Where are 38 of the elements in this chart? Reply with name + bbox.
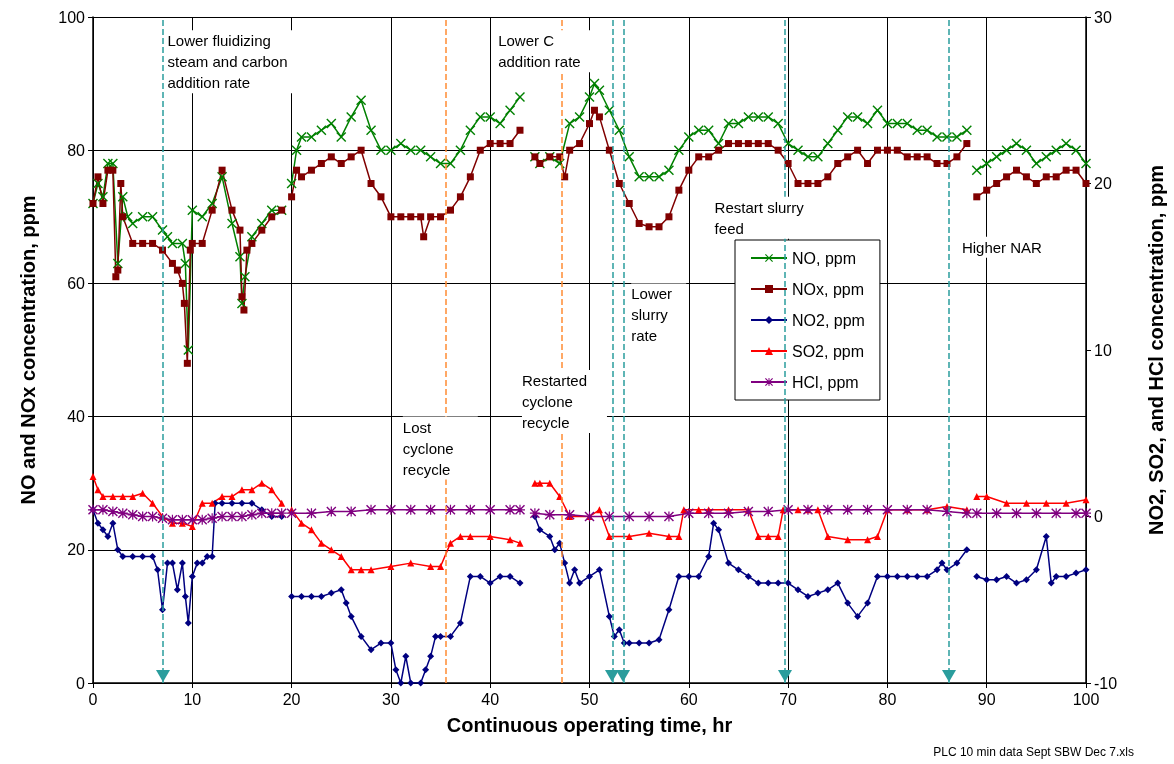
annotation: Lower slurry rate [631,285,677,345]
y-tick-label: 60 [67,274,86,292]
x-tick-label: 70 [779,690,798,708]
y-tick-label: 20 [67,541,86,559]
text: PLC 10 min data Sept SBW Dec 7.xls [933,745,1135,759]
y-tick-label: 80 [67,141,86,159]
annotation: Lower C addition rate [498,32,581,71]
x-tick-label: 0 [88,690,98,708]
annotation: Restarted cyclone recycle [521,371,592,431]
annotation: Restart slurry feed [714,198,808,237]
x-tick-label: 50 [580,690,599,708]
x-axis-title: Continuous operating time, hr [446,714,733,736]
x-tick-label: 100 [1072,690,1100,708]
y2-tick-label: -10 [1094,674,1118,692]
annotation: Lower fluidizing steam and carbon addition rate [167,32,292,92]
y-axis-title: NO and NOx concentration, ppm [17,195,39,505]
x-tick-label: 90 [977,690,996,708]
x-tick-label: 20 [282,690,301,708]
x-tick-label: 30 [382,690,400,708]
y2-tick-label: 30 [1094,8,1112,26]
legend-label: NOx, ppm [792,280,865,298]
x-tick-label: 40 [481,690,500,708]
legend-label: NO, ppm [792,249,857,267]
annotation: Higher NAR [961,238,1043,256]
annotation: Lost cyclone recycle [402,418,458,478]
y-tick-label: 40 [67,408,86,426]
legend-label: HCl, ppm [792,373,859,391]
legend-label: SO2, ppm [792,342,865,360]
legend-label: NO2, ppm [792,311,865,329]
y-tick-label: 100 [58,8,86,26]
x-tick-label: 10 [183,690,202,708]
x-tick-label: 60 [679,690,698,708]
y2-tick-label: 20 [1094,175,1112,192]
y2-axis-title: NO2, SO2, and HCl concentration, ppm [1145,164,1167,536]
y2-tick-label: 10 [1094,341,1112,359]
x-tick-label: 80 [878,690,897,708]
y-tick-label: 0 [76,674,86,692]
y2-tick-label: 0 [1094,508,1103,525]
